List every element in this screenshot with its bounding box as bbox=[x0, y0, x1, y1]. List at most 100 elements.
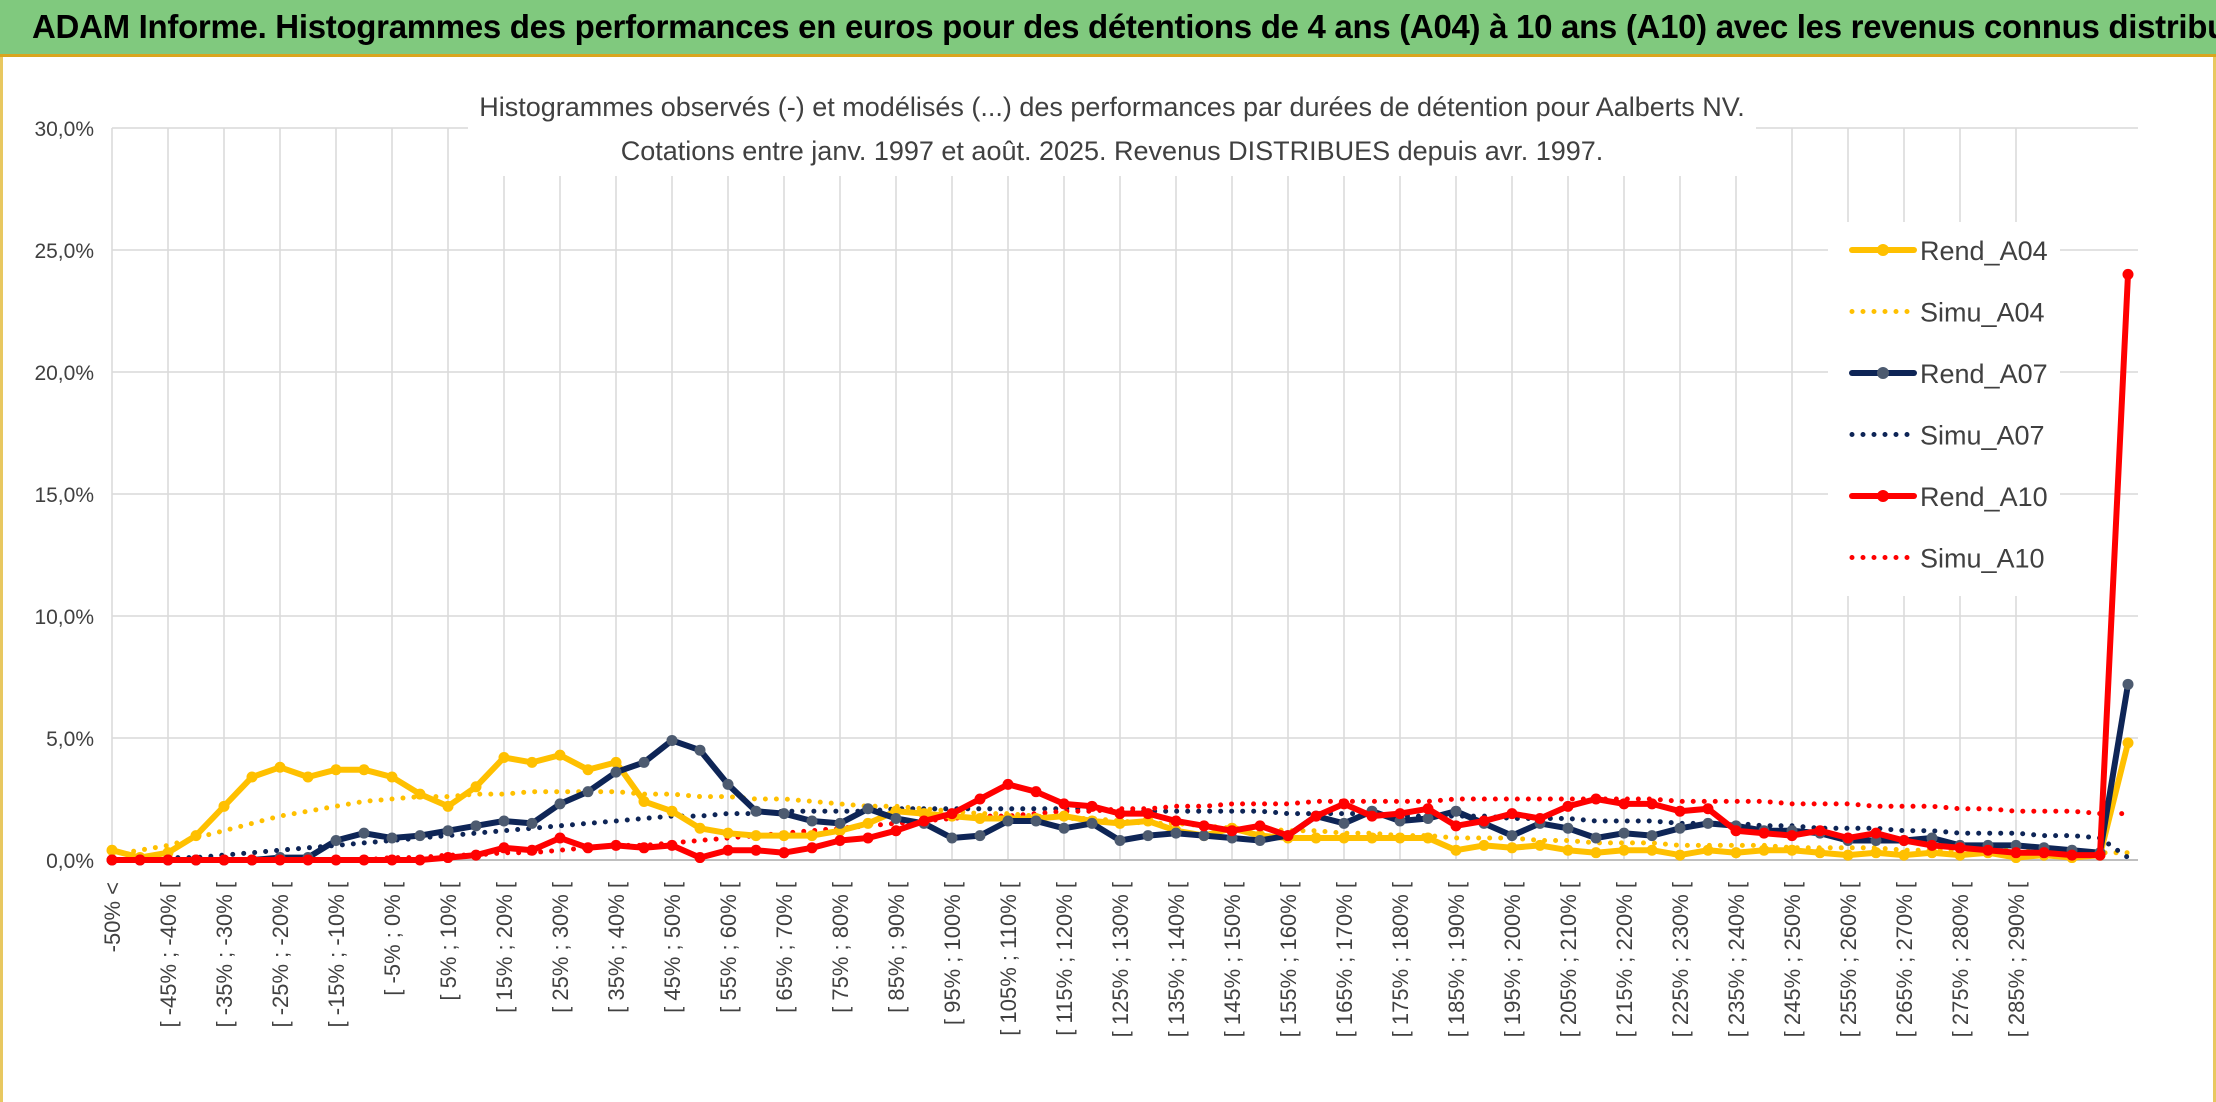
data-point-rend_a04 bbox=[862, 817, 874, 829]
legend-label: Rend_A10 bbox=[1920, 482, 2048, 512]
data-point-rend_a07 bbox=[1254, 834, 1266, 846]
data-point-rend_a10 bbox=[2094, 849, 2106, 861]
data-point-rend_a04 bbox=[358, 764, 370, 776]
data-point-rend_a10 bbox=[2122, 268, 2134, 280]
data-point-rend_a04 bbox=[386, 771, 398, 783]
data-point-rend_a07 bbox=[666, 734, 678, 746]
data-point-rend_a04 bbox=[330, 764, 342, 776]
data-point-rend_a07 bbox=[1506, 830, 1518, 842]
x-tick-label: [ -5% ; 0% [ bbox=[380, 882, 405, 996]
y-tick-label: 20,0% bbox=[34, 362, 94, 385]
data-point-rend_a10 bbox=[862, 832, 874, 844]
data-point-rend_a10 bbox=[1674, 805, 1686, 817]
data-point-rend_a10 bbox=[246, 854, 258, 866]
data-point-rend_a10 bbox=[1030, 786, 1042, 798]
data-point-rend_a10 bbox=[582, 842, 594, 854]
x-tick-label: [ 15% ; 20% [ bbox=[492, 882, 517, 1013]
legend: Rend_A04 Simu_A04 Rend_A07 Simu_A07 Rend_A10… bbox=[1828, 222, 2060, 596]
data-point-rend_a04 bbox=[1842, 849, 1854, 861]
data-point-rend_a07 bbox=[1198, 830, 1210, 842]
data-point-rend_a10 bbox=[1338, 798, 1350, 810]
data-point-rend_a07 bbox=[554, 798, 566, 810]
legend-box bbox=[1828, 222, 2060, 596]
x-tick-label: [ 115% ; 120% [ bbox=[1052, 882, 1077, 1036]
y-tick-label: 25,0% bbox=[34, 240, 94, 263]
data-point-rend_a10 bbox=[1394, 808, 1406, 820]
data-point-rend_a07 bbox=[1422, 813, 1434, 825]
data-point-rend_a04 bbox=[722, 827, 734, 839]
data-point-rend_a07 bbox=[974, 830, 986, 842]
x-tick-label: [ 55% ; 60% [ bbox=[716, 882, 741, 1013]
data-point-rend_a07 bbox=[638, 756, 650, 768]
data-point-rend_a04 bbox=[694, 822, 706, 834]
data-point-rend_a10 bbox=[1114, 808, 1126, 820]
title-box bbox=[468, 84, 1756, 176]
report-title: ADAM Informe. Histogrammes des performan… bbox=[32, 8, 2216, 45]
x-tick-label: [ 175% ; 180% [ bbox=[1388, 882, 1413, 1037]
data-point-rend_a10 bbox=[750, 844, 762, 856]
data-point-rend_a10 bbox=[330, 854, 342, 866]
data-point-rend_a10 bbox=[2066, 849, 2078, 861]
data-point-rend_a07 bbox=[1646, 830, 1658, 842]
data-point-rend_a07 bbox=[470, 820, 482, 832]
data-point-rend_a07 bbox=[498, 815, 510, 827]
data-point-rend_a10 bbox=[1450, 820, 1462, 832]
data-point-rend_a10 bbox=[106, 854, 118, 866]
x-tick-label: [ 275% ; 280% [ bbox=[1948, 882, 1973, 1037]
data-point-rend_a10 bbox=[1366, 810, 1378, 822]
data-point-rend_a04 bbox=[1478, 839, 1490, 851]
data-point-rend_a04 bbox=[2122, 737, 2134, 749]
data-point-rend_a07 bbox=[1702, 817, 1714, 829]
data-point-rend_a10 bbox=[1702, 803, 1714, 815]
data-point-rend_a04 bbox=[1590, 847, 1602, 859]
data-point-rend_a07 bbox=[386, 832, 398, 844]
data-point-rend_a10 bbox=[526, 844, 538, 856]
x-tick-label: [ -25% ; -20% [ bbox=[268, 882, 293, 1028]
x-axis: -50% < [ -45% ; -40% [[ -35% ; -30% [[ -2… bbox=[100, 859, 2138, 1037]
x-tick-label: [ 205% ; 210% [ bbox=[1556, 882, 1581, 1037]
data-point-rend_a10 bbox=[1926, 839, 1938, 851]
data-point-rend_a10 bbox=[414, 854, 426, 866]
data-point-rend_a07 bbox=[1114, 834, 1126, 846]
x-tick-label: [ 195% ; 200% [ bbox=[1500, 882, 1525, 1037]
data-point-rend_a04 bbox=[778, 830, 790, 842]
data-point-rend_a04 bbox=[554, 749, 566, 761]
data-point-rend_a10 bbox=[1478, 815, 1490, 827]
data-point-rend_a07 bbox=[862, 803, 874, 815]
y-tick-label: 15,0% bbox=[34, 484, 94, 507]
data-point-rend_a04 bbox=[806, 830, 818, 842]
data-point-rend_a10 bbox=[1282, 830, 1294, 842]
data-point-rend_a04 bbox=[1646, 844, 1658, 856]
data-point-rend_a10 bbox=[554, 832, 566, 844]
data-point-rend_a10 bbox=[498, 842, 510, 854]
x-tick-label: [ 185% ; 190% [ bbox=[1444, 882, 1469, 1037]
x-tick-label: [ 285% ; 290% [ bbox=[2004, 882, 2029, 1037]
data-point-rend_a10 bbox=[1254, 820, 1266, 832]
data-point-rend_a07 bbox=[2122, 678, 2134, 690]
x-tick-label: [ 245% ; 250% [ bbox=[1780, 882, 1805, 1037]
data-point-rend_a04 bbox=[610, 756, 622, 768]
data-point-rend_a10 bbox=[722, 844, 734, 856]
y-axis: 0,0% 5,0% 10,0% 15,0% 20,0% 25,0% 30,0% bbox=[34, 118, 94, 873]
data-point-rend_a07 bbox=[806, 815, 818, 827]
legend-label: Simu_A10 bbox=[1920, 544, 2045, 574]
chart-area bbox=[0, 57, 2216, 1102]
data-point-rend_a10 bbox=[1422, 803, 1434, 815]
x-tick-label: [ 65% ; 70% [ bbox=[772, 882, 797, 1013]
x-tick-label: [ 105% ; 110% [ bbox=[996, 882, 1021, 1036]
data-point-rend_a07 bbox=[1590, 832, 1602, 844]
data-point-rend_a04 bbox=[1114, 817, 1126, 829]
legend-marker bbox=[1877, 490, 1889, 502]
data-point-rend_a10 bbox=[1870, 827, 1882, 839]
data-point-rend_a07 bbox=[1058, 822, 1070, 834]
data-point-rend_a04 bbox=[274, 761, 286, 773]
data-point-rend_a04 bbox=[1786, 844, 1798, 856]
x-tick-label: [ -15% ; -10% [ bbox=[324, 882, 349, 1028]
x-tick-label: [ 135% ; 140% [ bbox=[1164, 882, 1189, 1037]
data-point-rend_a07 bbox=[946, 832, 958, 844]
data-point-rend_a07 bbox=[722, 778, 734, 790]
data-point-rend_a10 bbox=[946, 808, 958, 820]
data-point-rend_a10 bbox=[890, 825, 902, 837]
data-point-rend_a04 bbox=[1870, 847, 1882, 859]
